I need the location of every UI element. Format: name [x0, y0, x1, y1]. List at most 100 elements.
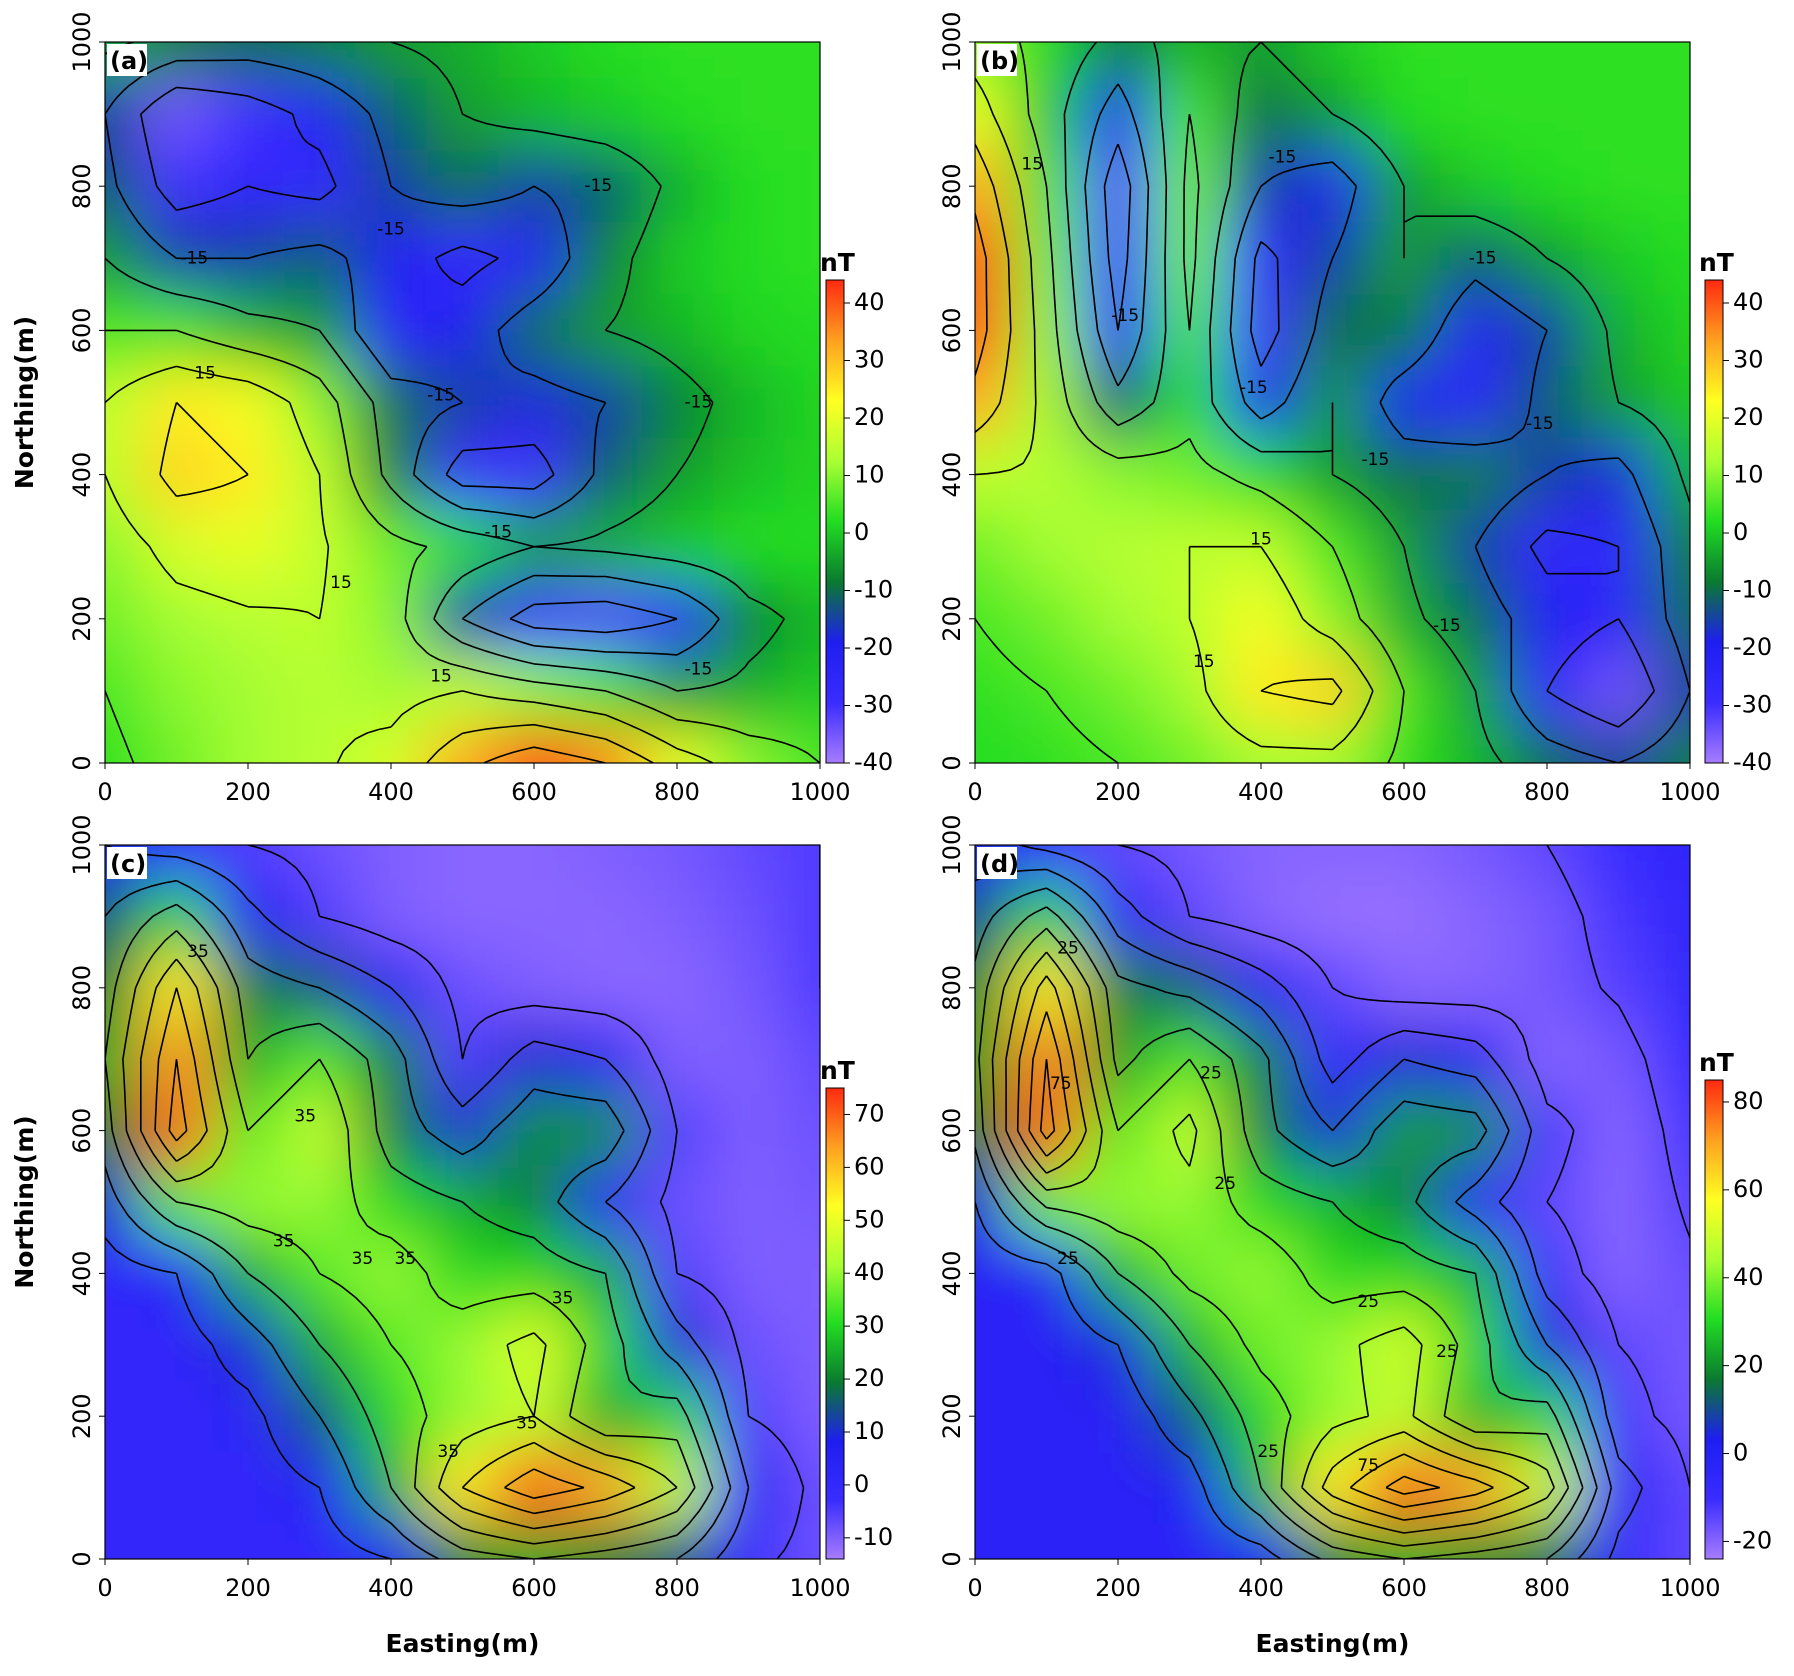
grid-cell	[1654, 294, 1690, 367]
grid-cell	[1439, 150, 1512, 223]
colorbar-tick-label: -40	[1733, 748, 1772, 776]
y-tick-label: 200	[938, 1393, 966, 1439]
grid-cell	[283, 150, 356, 223]
grid-cell	[498, 222, 571, 295]
grid-cell	[1010, 1309, 1083, 1381]
grid-cell	[140, 438, 213, 512]
grid-cell	[1582, 1237, 1655, 1310]
x-tick-label: 600	[1381, 778, 1427, 806]
panel-label-box	[107, 44, 147, 76]
grid-cell	[1082, 510, 1155, 584]
grid-cell	[1582, 1380, 1655, 1453]
x-axis-label: Easting(m)	[386, 1629, 540, 1658]
grid-cell	[1582, 150, 1655, 223]
colorbar-tick-label: 70	[854, 1099, 885, 1127]
grid-cell	[283, 366, 356, 440]
grid-cell	[1010, 222, 1083, 295]
contour-label: -15	[1526, 414, 1554, 434]
y-tick-label: 200	[68, 596, 96, 642]
colorbar-tick-label: 80	[1733, 1087, 1764, 1115]
colorbar-tick-label: 0	[1733, 518, 1748, 546]
colorbar-tick-label: 40	[1733, 288, 1764, 316]
x-tick-label: 800	[654, 1574, 700, 1602]
contour-line	[140, 86, 678, 634]
colorbar-tick-label: 10	[854, 461, 885, 489]
grid-cell	[426, 150, 499, 223]
grid-cell	[569, 1094, 642, 1167]
y-tick-label: 0	[68, 1551, 96, 1566]
x-tick-label: 0	[97, 1574, 112, 1602]
contour-line	[991, 927, 1570, 1547]
grid-cell	[1368, 1237, 1441, 1310]
grid-cell	[1296, 726, 1369, 763]
grid-cell	[1296, 1309, 1369, 1381]
y-tick-label: 1000	[68, 11, 96, 72]
colorbar-tick-label: 30	[1733, 346, 1764, 374]
x-tick-label: 800	[1524, 1574, 1570, 1602]
grid-cell	[1153, 438, 1226, 512]
grid-cell	[212, 582, 285, 656]
grid-cell	[140, 845, 213, 882]
grid-cell	[975, 1023, 1012, 1096]
panel-label: (d)	[980, 850, 1019, 878]
colorbar-tick-label: 20	[854, 1364, 885, 1392]
x-tick-label: 1000	[789, 778, 850, 806]
grid-cell	[1225, 222, 1298, 295]
contour-label: -15	[584, 176, 612, 196]
grid-cell	[1153, 1094, 1226, 1167]
contour-label: -15	[685, 393, 713, 413]
grid-cell	[1511, 1094, 1584, 1167]
grid-cell	[1296, 1023, 1369, 1096]
contour-line	[1117, 845, 1690, 1488]
grid-cell	[498, 1309, 571, 1381]
contour-line	[105, 59, 720, 656]
grid-cell	[784, 1094, 820, 1167]
plot-area: 25 75 25 25 25 25 25 25 75	[975, 845, 1690, 1559]
grid-cell	[1654, 1451, 1690, 1524]
grid-cell	[975, 1380, 1012, 1453]
grid-cell	[1368, 1451, 1441, 1524]
contour-line	[1039, 1059, 1441, 1495]
grid-cell	[784, 1023, 820, 1096]
grid-cell	[212, 952, 285, 1024]
grid-cell	[426, 845, 499, 882]
grid-cell	[355, 1166, 428, 1239]
colorbar-tick-label: -30	[1733, 691, 1772, 719]
grid-cell	[1082, 1523, 1155, 1559]
grid-cell	[212, 78, 285, 151]
contour-line	[1084, 83, 1690, 763]
grid-cell	[1582, 1023, 1655, 1096]
grid-cell	[1296, 654, 1369, 728]
grid-cell	[975, 952, 1012, 1024]
grid-cell	[712, 1309, 785, 1381]
grid-cell	[1153, 845, 1226, 882]
grid-cell	[1654, 150, 1690, 223]
grid-cell	[140, 1451, 213, 1524]
grid-cell	[641, 1023, 714, 1096]
grid-cell	[140, 510, 213, 584]
x-tick-label: 0	[967, 1574, 982, 1602]
grid-cell	[1654, 1023, 1690, 1096]
grid-cell	[784, 78, 820, 151]
grid-cell	[212, 366, 285, 440]
heatmap	[975, 845, 1690, 1559]
grid-cell	[1368, 582, 1441, 656]
grid-cell	[1511, 1523, 1584, 1559]
grid-cell	[1654, 582, 1690, 656]
panel-label-box	[977, 847, 1017, 879]
grid-cell	[105, 1237, 142, 1310]
x-tick-label: 600	[511, 778, 557, 806]
grid-cell	[1439, 880, 1512, 953]
grid-cell	[283, 845, 356, 882]
grid-cell	[569, 952, 642, 1024]
grid-cell	[212, 510, 285, 584]
grid-cell	[1225, 1166, 1298, 1239]
grid-cell	[569, 438, 642, 512]
contour-label: -15	[180, 248, 208, 268]
y-tick-label: 600	[938, 307, 966, 353]
grid-cell	[1010, 42, 1083, 79]
grid-cell	[569, 1380, 642, 1453]
grid-cell	[569, 582, 642, 656]
grid-cell	[105, 1023, 142, 1096]
